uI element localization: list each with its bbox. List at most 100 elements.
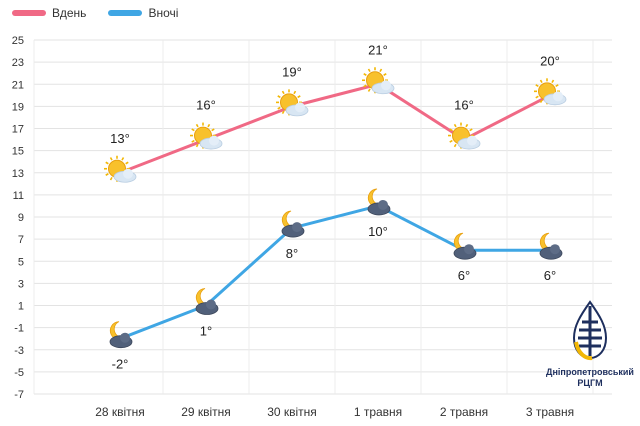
sun-ray <box>453 143 457 148</box>
sun-ray <box>125 161 129 165</box>
sun-cloud-icon <box>190 122 223 150</box>
sun-ray <box>121 157 125 161</box>
sun-ray <box>109 157 113 161</box>
sun-ray <box>105 173 109 176</box>
data-label-day: 13° <box>110 131 130 146</box>
sun-ray <box>469 128 473 132</box>
sun-ray <box>453 123 457 128</box>
moon-cloud-icon <box>109 321 133 349</box>
legend-label-night: Вночі <box>148 6 179 20</box>
y-tick-label: 23 <box>12 57 24 69</box>
y-tick-label: 3 <box>18 278 24 290</box>
moon-cloud-icon <box>281 210 305 238</box>
data-label-day: 20° <box>540 53 560 68</box>
data-label-day: 21° <box>368 42 388 57</box>
data-label-night: 8° <box>286 246 298 261</box>
y-tick-label: 9 <box>18 212 24 224</box>
y-tick-label: -3 <box>14 345 24 357</box>
sun-ray <box>539 99 543 103</box>
sun-ray <box>191 139 195 143</box>
logo-text-line1: Дніпропетровський <box>546 367 634 377</box>
rcgm-emblem-icon <box>572 300 608 361</box>
y-tick-label: 5 <box>18 256 24 268</box>
data-label-day: 19° <box>282 64 302 79</box>
cloud-puff <box>381 80 391 91</box>
data-label-night: 10° <box>368 224 388 239</box>
y-tick-label: -5 <box>14 367 24 379</box>
dark-cloud-puff <box>464 244 474 255</box>
sun-cloud-icon <box>534 78 567 106</box>
data-label-night: -2° <box>112 357 129 372</box>
sun-ray <box>535 84 539 88</box>
legend-item-day[interactable]: Вдень <box>12 6 86 20</box>
cloud-puff <box>467 135 477 146</box>
sun-ray <box>195 143 199 148</box>
moon-cloud-icon <box>453 232 477 260</box>
x-tick-label: 1 травня <box>354 405 402 419</box>
sun-ray <box>191 128 195 132</box>
sun-ray <box>555 84 559 88</box>
sun-ray <box>535 95 539 99</box>
legend: Вдень Вночі <box>12 6 178 20</box>
data-label-night: 6° <box>544 268 556 283</box>
cloud-puff <box>295 102 305 113</box>
rcgm-logo: Дніпропетровський РЦГМ <box>542 300 638 389</box>
sun-ray <box>277 106 281 110</box>
y-tick-label: -7 <box>14 389 24 401</box>
y-tick-label: 11 <box>13 190 24 202</box>
moon-cloud-icon <box>367 188 391 216</box>
sun-ray <box>281 110 285 115</box>
sun-ray <box>195 123 199 128</box>
legend-label-day: Вдень <box>52 6 87 20</box>
data-label-night: 1° <box>200 324 212 339</box>
x-tick-label: 2 травня <box>440 405 488 419</box>
y-tick-label: 25 <box>12 35 24 47</box>
y-tick-label: 19 <box>12 101 24 113</box>
x-tick-label: 30 квітня <box>267 405 317 419</box>
x-tick-label: 28 квітня <box>95 405 145 419</box>
data-label-night: 6° <box>458 268 470 283</box>
sun-ray <box>109 177 113 181</box>
dark-cloud-puff <box>292 222 302 233</box>
sun-ray <box>363 73 367 76</box>
sun-ray <box>297 95 301 99</box>
y-tick-label: 7 <box>18 234 24 246</box>
sun-ray <box>281 90 285 95</box>
data-label-day: 16° <box>196 98 216 113</box>
sun-cloud-icon <box>104 155 137 183</box>
y-tick-label: 13 <box>12 168 24 180</box>
moon-cloud-icon <box>539 232 563 260</box>
sun-ray <box>277 95 281 99</box>
y-tick-label: 21 <box>12 79 24 91</box>
dark-cloud-puff <box>206 299 216 310</box>
sun-ray <box>465 123 469 128</box>
sun-ray <box>363 84 367 88</box>
legend-swatch-night <box>108 10 143 16</box>
logo-text-line2: РЦГМ <box>577 378 603 388</box>
sun-ray <box>367 88 371 92</box>
sun-ray <box>449 139 453 143</box>
sun-cloud-icon <box>448 122 481 150</box>
sun-ray <box>367 68 371 72</box>
sun-ray <box>293 90 297 95</box>
moon-cloud-icon <box>195 288 219 315</box>
cloud-puff <box>553 91 563 102</box>
y-tick-label: 17 <box>12 124 24 136</box>
y-tick-label: 1 <box>18 301 24 313</box>
sun-cloud-icon <box>276 89 309 117</box>
legend-item-night[interactable]: Вночі <box>108 6 178 20</box>
dark-cloud-puff <box>550 244 560 255</box>
sun-cloud-icon <box>362 67 395 95</box>
y-tick-label: 15 <box>12 146 24 158</box>
cloud-puff <box>209 135 219 146</box>
dark-cloud-puff <box>120 332 130 343</box>
sun-ray <box>551 79 555 84</box>
series-line-night <box>119 204 550 341</box>
dark-cloud-puff <box>378 199 388 210</box>
sun-ray <box>207 123 211 128</box>
legend-swatch-day <box>12 10 46 16</box>
sun-ray <box>449 128 453 132</box>
x-tick-label: 29 квітня <box>181 405 231 419</box>
